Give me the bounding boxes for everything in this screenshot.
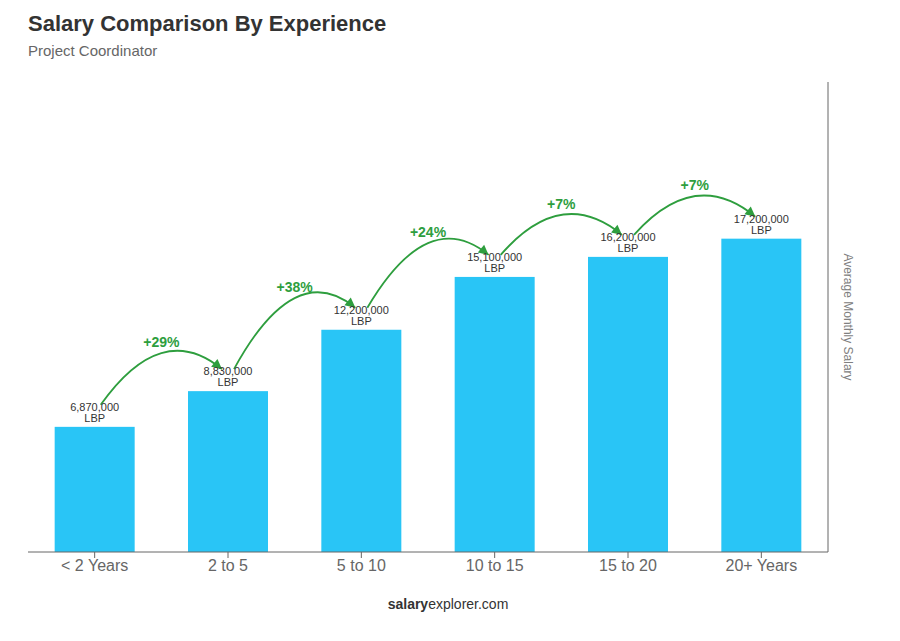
svg-text:2 to 5: 2 to 5: [208, 557, 248, 574]
svg-text:+38%: +38%: [277, 279, 314, 295]
svg-text:+7%: +7%: [680, 177, 709, 193]
svg-text:Average Monthly Salary: Average Monthly Salary: [841, 253, 855, 380]
svg-text:12,200,000LBP: 12,200,000LBP: [334, 304, 389, 327]
svg-text:20+ Years: 20+ Years: [726, 557, 798, 574]
html-text:Salary Comparison By Experienc: Salary Comparison By Experience: [28, 11, 387, 36]
svg-text:+7%: +7%: [547, 196, 576, 212]
svg-text:+24%: +24%: [410, 224, 447, 240]
svg-text:+29%: +29%: [143, 334, 180, 350]
svg-text:10 to 15: 10 to 15: [466, 557, 524, 574]
svg-text:15,100,000LBP: 15,100,000LBP: [467, 251, 522, 274]
html-text:salary explorer.com: salary explorer.com: [387, 596, 509, 612]
svg-text:8,830,000LBP: 8,830,000LBP: [204, 365, 253, 388]
svg-text:5 to 10: 5 to 10: [337, 557, 386, 574]
html-text:Project Coordinator: Project Coordinator: [28, 42, 158, 59]
svg-text:6,870,000LBP: 6,870,000LBP: [70, 401, 119, 424]
svg-text:16,200,000LBP: 16,200,000LBP: [600, 231, 655, 254]
svg-text:15 to 20: 15 to 20: [599, 557, 657, 574]
svg-text:< 2 Years: < 2 Years: [61, 557, 128, 574]
svg-text:17,200,000LBP: 17,200,000LBP: [734, 213, 789, 236]
